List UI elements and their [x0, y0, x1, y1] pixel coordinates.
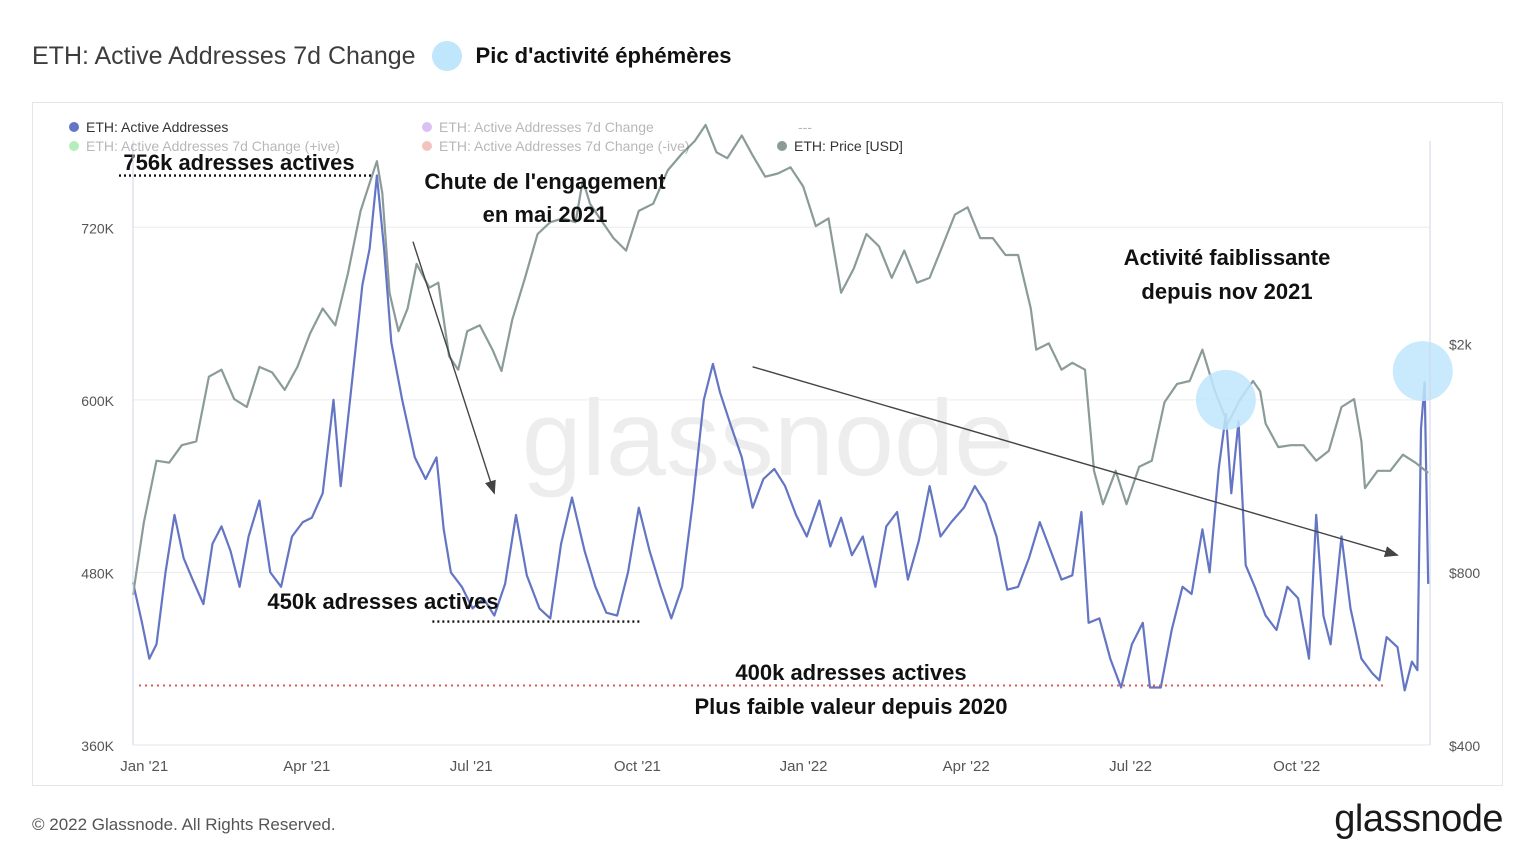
legend-layer: ETH: Active Addresses ETH: Active Address…: [69, 119, 903, 154]
copyright: © 2022 Glassnode. All Rights Reserved.: [32, 815, 336, 834]
fading-annotation-line1: Activité faiblissante: [1124, 245, 1331, 270]
legend-label: ETH: Active Addresses 7d Change: [439, 119, 654, 135]
chart-svg: glassnode 756k adresses actives Chute de …: [69, 119, 1480, 775]
x-tick-label: Jan '21: [120, 758, 168, 775]
legend-item: ETH: Active Addresses 7d Change (+ive): [69, 138, 340, 154]
glassnode-logo: glassnode: [1334, 798, 1503, 840]
highlight-label: Pic d'activité éphémères: [475, 43, 732, 68]
legend-item: ETH: Price [USD]: [777, 138, 903, 154]
price-series-line: [131, 123, 1429, 596]
y-left-tick-label: 360K: [81, 738, 114, 754]
legend-item: ETH: Active Addresses: [69, 119, 228, 135]
drop-annotation-line1: Chute de l'engagement: [424, 169, 666, 194]
highlight-circle: [1392, 341, 1453, 402]
highlight-circle-icon: [431, 41, 462, 71]
y-left-tick-label: 600K: [81, 393, 114, 409]
legend-label: ETH: Active Addresses: [86, 119, 228, 135]
legend-item: ETH: Active Addresses 7d Change (-ive): [422, 138, 690, 154]
x-tick-label: Apr '21: [283, 758, 330, 775]
y-left-tick-label: 720K: [81, 220, 114, 236]
x-tick-label: Jul '21: [450, 758, 493, 775]
y-right-tick-label: $400: [1449, 738, 1480, 754]
legend-item: ---: [798, 119, 812, 135]
x-tick-label: Apr '22: [943, 758, 990, 775]
chart-header: ETH: Active Addresses 7d Change Pic d'ac…: [32, 36, 731, 76]
active-addresses-series-line: [131, 174, 1430, 692]
annotation-layer: 756k adresses actives Chute de l'engageme…: [119, 150, 1453, 719]
y-right-tick-label: $800: [1449, 565, 1480, 581]
chart-frame: glassnode 756k adresses actives Chute de …: [32, 102, 1503, 786]
page-title: ETH: Active Addresses 7d Change: [32, 41, 416, 70]
legend-label: ETH: Active Addresses 7d Change (+ive): [86, 138, 340, 154]
highlight-circle: [1195, 369, 1256, 430]
low400-annotation-line1: 400k adresses actives: [735, 660, 966, 685]
drop-annotation-line2: en mai 2021: [483, 202, 608, 227]
x-tick-label: Jul '22: [1109, 758, 1152, 775]
legend-label: ---: [798, 119, 812, 135]
trend-arrow: [752, 366, 1399, 558]
legend-marker: [69, 122, 79, 132]
low400-annotation-line2: Plus faible valeur depuis 2020: [694, 694, 1007, 719]
legend-item: ETH: Active Addresses 7d Change: [422, 119, 654, 135]
highlight-key: Pic d'activité éphémères: [431, 41, 732, 71]
drop-arrow: [412, 241, 496, 495]
legend-label: ETH: Price [USD]: [794, 138, 903, 154]
x-tick-label: Jan '22: [780, 758, 828, 775]
fading-annotation-line2: depuis nov 2021: [1141, 279, 1312, 304]
x-tick-label: Oct '22: [1273, 758, 1320, 775]
peak-annotation: 756k adresses actives: [123, 150, 354, 175]
legend-marker: [777, 141, 787, 151]
legend-marker: [422, 122, 432, 132]
y-left-tick-label: 480K: [81, 565, 114, 581]
watermark: glassnode: [522, 377, 1014, 498]
y-right-tick-label: $2k: [1449, 336, 1473, 352]
x-tick-label: Oct '21: [614, 758, 661, 775]
low450-annotation: 450k adresses actives: [267, 589, 498, 614]
axis-layer: 360K 480K 600K 720K $400 $800 $2k Jan '21 Apr '2…: [81, 141, 1480, 775]
legend-marker: [69, 141, 79, 151]
legend-label: ETH: Active Addresses 7d Change (-ive): [439, 138, 690, 154]
legend-marker: [422, 141, 432, 151]
